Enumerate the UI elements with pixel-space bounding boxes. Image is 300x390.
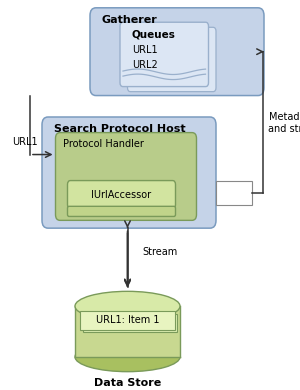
Bar bbox=[75, 306, 180, 357]
Text: Gatherer: Gatherer bbox=[102, 15, 158, 25]
FancyBboxPatch shape bbox=[128, 27, 216, 92]
FancyBboxPatch shape bbox=[120, 22, 208, 87]
Text: URL1: URL1 bbox=[12, 137, 38, 147]
Text: Protocol Handler: Protocol Handler bbox=[63, 139, 144, 149]
Text: URL2: URL2 bbox=[132, 60, 158, 70]
Bar bbox=[75, 306, 180, 357]
Text: Metadata
and stream: Metadata and stream bbox=[268, 112, 300, 134]
Text: IUrlAccessor: IUrlAccessor bbox=[92, 190, 152, 200]
FancyBboxPatch shape bbox=[56, 133, 196, 220]
Text: URL1: URL1 bbox=[132, 45, 158, 55]
Bar bbox=[80, 311, 175, 330]
Bar bbox=[83, 314, 177, 332]
FancyBboxPatch shape bbox=[42, 117, 216, 228]
Ellipse shape bbox=[75, 342, 180, 372]
Text: Queues: Queues bbox=[132, 29, 176, 39]
Text: Stream: Stream bbox=[142, 246, 178, 257]
Bar bbox=[216, 181, 252, 205]
FancyBboxPatch shape bbox=[68, 206, 176, 216]
Text: Data Store: Data Store bbox=[94, 378, 161, 388]
Text: URL1: Item 1: URL1: Item 1 bbox=[96, 315, 159, 325]
Ellipse shape bbox=[75, 291, 180, 321]
Text: Search Protocol Host: Search Protocol Host bbox=[54, 124, 186, 134]
FancyBboxPatch shape bbox=[90, 8, 264, 96]
FancyBboxPatch shape bbox=[68, 181, 176, 209]
